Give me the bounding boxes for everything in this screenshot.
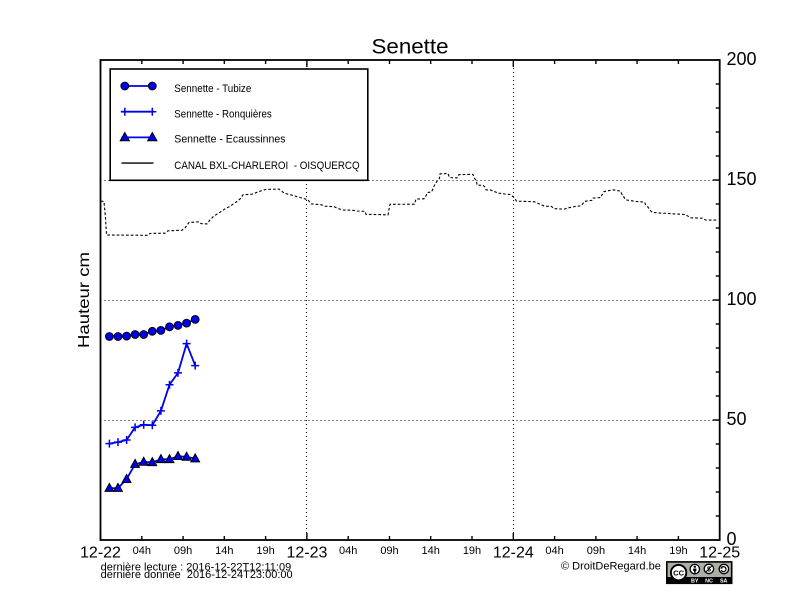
svg-text:CANAL BXL-CHARLEROI - OISQUER: CANAL BXL-CHARLEROI - OISQUERCQ	[174, 160, 360, 172]
svg-text:dernière donnée 2016-12-24T23: dernière donnée 2016-12-24T23:00:00	[101, 569, 293, 581]
svg-text:19h: 19h	[669, 545, 687, 557]
svg-text:SA: SA	[720, 579, 728, 585]
svg-text:04h: 04h	[545, 545, 563, 557]
svg-text:12-25: 12-25	[699, 545, 740, 562]
svg-text:14h: 14h	[215, 545, 233, 557]
svg-text:12-23: 12-23	[286, 545, 327, 562]
svg-text:19h: 19h	[256, 545, 274, 557]
svg-text:12-24: 12-24	[493, 545, 534, 562]
svg-text:200: 200	[727, 49, 757, 69]
svg-text:BY: BY	[691, 579, 699, 585]
svg-text:19h: 19h	[463, 545, 481, 557]
svg-text:dernière lecture : 2016-12-22T: dernière lecture : 2016-12-22T12:11:09	[101, 562, 292, 574]
svg-text:100: 100	[727, 289, 757, 309]
svg-text:14h: 14h	[628, 545, 646, 557]
svg-text:Hauteur cm: Hauteur cm	[76, 252, 93, 348]
svg-text:04h: 04h	[339, 545, 357, 557]
svg-text:09h: 09h	[174, 545, 192, 557]
svg-text:NC: NC	[705, 579, 713, 585]
svg-text:150: 150	[727, 169, 757, 189]
svg-text:50: 50	[727, 409, 747, 429]
svg-text:09h: 09h	[587, 545, 605, 557]
svg-text:CC: CC	[673, 568, 684, 577]
svg-text:14h: 14h	[422, 545, 440, 557]
svg-text:12-22: 12-22	[80, 545, 121, 562]
svg-text:Sennette - Tubize: Sennette - Tubize	[174, 83, 251, 95]
svg-text:© DroitDeRegard.be: © DroitDeRegard.be	[561, 561, 661, 573]
svg-text:04h: 04h	[133, 545, 151, 557]
svg-text:0: 0	[727, 529, 737, 549]
svg-text:Senette: Senette	[372, 36, 449, 59]
svg-text:$: $	[707, 567, 711, 574]
svg-text:Sennette - Ronquières: Sennette - Ronquières	[174, 108, 272, 120]
svg-text:Sennette - Ecaussinnes: Sennette - Ecaussinnes	[174, 134, 286, 146]
svg-text:09h: 09h	[380, 545, 398, 557]
